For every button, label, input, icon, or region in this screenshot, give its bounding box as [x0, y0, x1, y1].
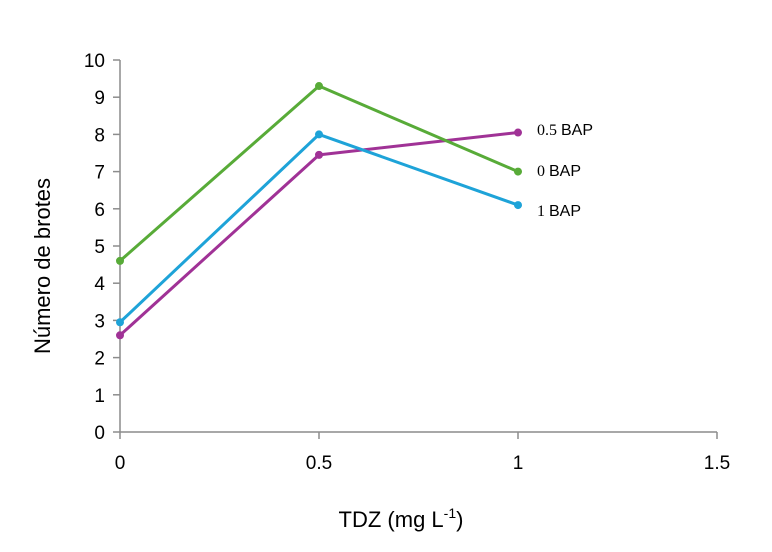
x-tick-label: 0 [115, 453, 126, 474]
series-line [118, 131, 519, 337]
series-line [118, 132, 519, 324]
y-ticks: 0 1 2 3 4 5 6 7 8 9 10 [84, 51, 120, 444]
y-tick-label: 0 [94, 423, 105, 444]
data-point [514, 201, 522, 210]
y-tick-label: 8 [94, 125, 105, 146]
series-line [119, 84, 519, 263]
x-axis-title-sup: -1 [444, 505, 457, 521]
series-label-unit: BAP [561, 122, 593, 139]
x-axis-title: TDZ (mg L-1) [339, 505, 464, 532]
series-label: 1 BAP [537, 203, 581, 220]
data-point [514, 128, 522, 137]
x-ticks: 0 0.5 1 1.5 [115, 432, 730, 474]
x-axis-title-end: ) [456, 507, 463, 532]
y-tick-label: 7 [94, 163, 105, 184]
x-tick-label: 1.5 [704, 453, 730, 474]
data-point [315, 150, 323, 159]
data-point [514, 167, 522, 176]
series-label: 0 BAP [537, 163, 581, 180]
x-tick-label: 0.5 [306, 453, 332, 474]
y-tick-label: 6 [94, 200, 105, 221]
data-point [315, 130, 323, 139]
y-tick-label: 10 [84, 51, 105, 72]
y-tick-label: 3 [94, 311, 105, 332]
y-tick-label: 1 [94, 386, 105, 407]
data-point [116, 331, 124, 340]
data-point [116, 318, 124, 327]
series-label-value: 1 [537, 203, 545, 220]
x-tick-label: 1 [513, 453, 524, 474]
series-label-value: 0.5 [537, 122, 557, 139]
x-axis-title-main: TDZ (mg L [339, 507, 444, 532]
data-point [116, 256, 124, 265]
series-label: 0.5 BAP [537, 122, 593, 139]
data-point [315, 82, 323, 91]
y-tick-label: 4 [94, 274, 105, 295]
y-tick-label: 5 [94, 237, 105, 258]
series-label-unit: BAP [549, 203, 581, 220]
y-tick-label: 9 [94, 88, 105, 109]
y-axis-title: Número de brotes [30, 178, 55, 354]
series-layer [116, 82, 522, 340]
y-tick-label: 2 [94, 349, 105, 370]
series-label-value: 0 [537, 163, 545, 180]
series-label-unit: BAP [549, 163, 581, 180]
